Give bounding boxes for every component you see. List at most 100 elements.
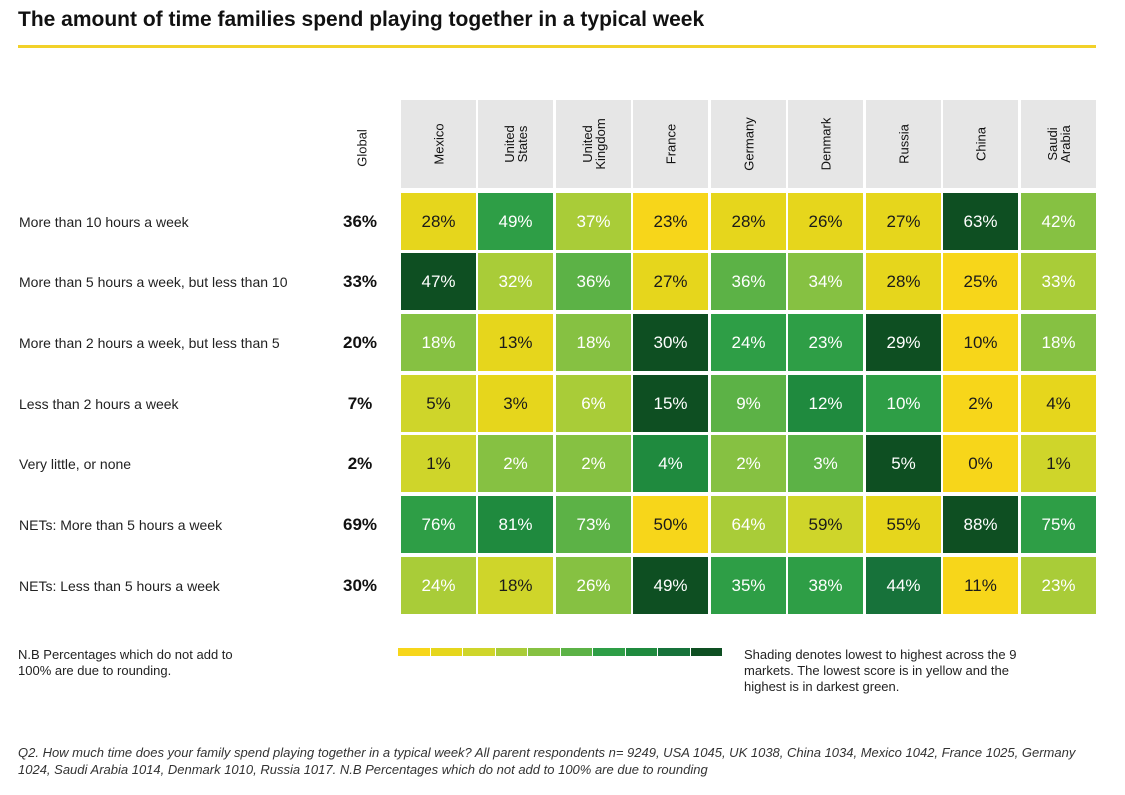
heatmap-cell: 10% xyxy=(866,375,941,432)
heatmap-cell: 29% xyxy=(866,314,941,371)
heatmap-cell: 55% xyxy=(866,496,941,553)
page-title: The amount of time families spend playin… xyxy=(18,8,705,31)
heatmap-cell: 49% xyxy=(478,193,553,250)
heatmap-cell: 4% xyxy=(1021,375,1096,432)
column-header-label: United Kingdom xyxy=(579,118,608,170)
legend-swatch xyxy=(658,648,690,656)
column-header-label: China xyxy=(973,127,988,161)
heatmap-cell: 18% xyxy=(1021,314,1096,371)
column-header-label: France xyxy=(663,123,678,165)
heatmap-cell: 28% xyxy=(866,253,941,310)
heatmap-cell: 12% xyxy=(788,375,863,432)
row-label: NETs: Less than 5 hours a week xyxy=(19,578,220,594)
heatmap-cell: 13% xyxy=(478,314,553,371)
heatmap-cell: 75% xyxy=(1021,496,1096,553)
global-value: 36% xyxy=(342,212,378,231)
heatmap-cell: 88% xyxy=(943,496,1018,553)
global-value: 30% xyxy=(342,576,378,595)
heatmap-cell: 27% xyxy=(633,253,708,310)
heatmap-cell: 59% xyxy=(788,496,863,553)
heatmap-cell: 35% xyxy=(711,557,786,614)
heatmap-cell: 5% xyxy=(401,375,476,432)
column-header: Mexico xyxy=(401,100,476,188)
heatmap-cell: 24% xyxy=(711,314,786,371)
column-header: Russia xyxy=(866,100,941,188)
heatmap-cell: 34% xyxy=(788,253,863,310)
heatmap-cell: 64% xyxy=(711,496,786,553)
column-header-label: Denmark xyxy=(818,117,833,171)
heatmap-cell: 33% xyxy=(1021,253,1096,310)
column-header: France xyxy=(633,100,708,188)
heatmap-cell: 76% xyxy=(401,496,476,553)
column-header: China xyxy=(943,100,1018,188)
legend-swatch xyxy=(430,648,463,656)
heatmap-cell: 49% xyxy=(633,557,708,614)
legend-swatch xyxy=(398,648,430,656)
heatmap-cell: 10% xyxy=(943,314,1018,371)
heatmap-cell: 26% xyxy=(556,557,631,614)
column-header: United States xyxy=(478,100,553,188)
column-header-label: Russia xyxy=(896,124,911,164)
legend-swatch xyxy=(593,648,625,656)
heatmap-cell: 50% xyxy=(633,496,708,553)
heatmap-cell: 27% xyxy=(866,193,941,250)
legend-swatch xyxy=(625,648,658,656)
heatmap-cell: 18% xyxy=(556,314,631,371)
heatmap-cell: 25% xyxy=(943,253,1018,310)
legend-swatch xyxy=(528,648,560,656)
heatmap-cell: 47% xyxy=(401,253,476,310)
heatmap-cell: 0% xyxy=(943,435,1018,492)
heatmap-cell: 2% xyxy=(478,435,553,492)
global-value: 7% xyxy=(347,394,373,413)
heatmap-cell: 81% xyxy=(478,496,553,553)
heatmap-cell: 30% xyxy=(633,314,708,371)
legend-swatch xyxy=(463,648,495,656)
column-header-label: Mexico xyxy=(431,123,446,165)
global-value: 20% xyxy=(342,333,378,352)
heatmap-cell: 23% xyxy=(633,193,708,250)
heatmap-cell: 9% xyxy=(711,375,786,432)
heatmap-cell: 2% xyxy=(556,435,631,492)
heatmap-cell: 2% xyxy=(943,375,1018,432)
heatmap-cell: 3% xyxy=(788,435,863,492)
heatmap-cell: 6% xyxy=(556,375,631,432)
heatmap-cell: 37% xyxy=(556,193,631,250)
row-label: More than 10 hours a week xyxy=(19,214,189,230)
legend-swatch xyxy=(560,648,593,656)
global-value: 33% xyxy=(342,272,378,291)
heatmap-cell: 38% xyxy=(788,557,863,614)
heatmap-cell: 28% xyxy=(401,193,476,250)
heatmap-cell: 73% xyxy=(556,496,631,553)
column-header: United Kingdom xyxy=(556,100,631,188)
heatmap-cell: 1% xyxy=(1021,435,1096,492)
heatmap-cell: 23% xyxy=(788,314,863,371)
row-label: Less than 2 hours a week xyxy=(19,396,179,412)
global-header: Global xyxy=(354,129,370,167)
heatmap-cell: 5% xyxy=(866,435,941,492)
heatmap-cell: 1% xyxy=(401,435,476,492)
row-label: Very little, or none xyxy=(19,456,132,472)
row-label: More than 5 hours a week, but less than … xyxy=(19,274,288,290)
shading-note: Shading denotes lowest to highest across… xyxy=(744,647,1017,694)
heatmap-cell: 44% xyxy=(866,557,941,614)
heatmap-cell: 11% xyxy=(943,557,1018,614)
heatmap-cell: 18% xyxy=(401,314,476,371)
heatmap-cell: 63% xyxy=(943,193,1018,250)
title-rule xyxy=(18,45,1096,48)
column-header-label: United States xyxy=(501,125,530,163)
heatmap-cell: 15% xyxy=(633,375,708,432)
column-header-label: Germany xyxy=(741,117,756,171)
row-label: More than 2 hours a week, but less than … xyxy=(19,335,280,351)
rounding-note: N.B Percentages which do not add to 100%… xyxy=(18,647,233,678)
heatmap-cell: 4% xyxy=(633,435,708,492)
column-header-label: Saudi Arabia xyxy=(1044,125,1073,163)
heatmap-cell: 32% xyxy=(478,253,553,310)
global-value: 2% xyxy=(347,454,373,473)
heatmap-cell: 42% xyxy=(1021,193,1096,250)
heatmap-cell: 26% xyxy=(788,193,863,250)
legend-swatch xyxy=(690,648,723,656)
column-header: Germany xyxy=(711,100,786,188)
heatmap-cell: 2% xyxy=(711,435,786,492)
legend-swatch xyxy=(495,648,528,656)
heatmap-cell: 3% xyxy=(478,375,553,432)
